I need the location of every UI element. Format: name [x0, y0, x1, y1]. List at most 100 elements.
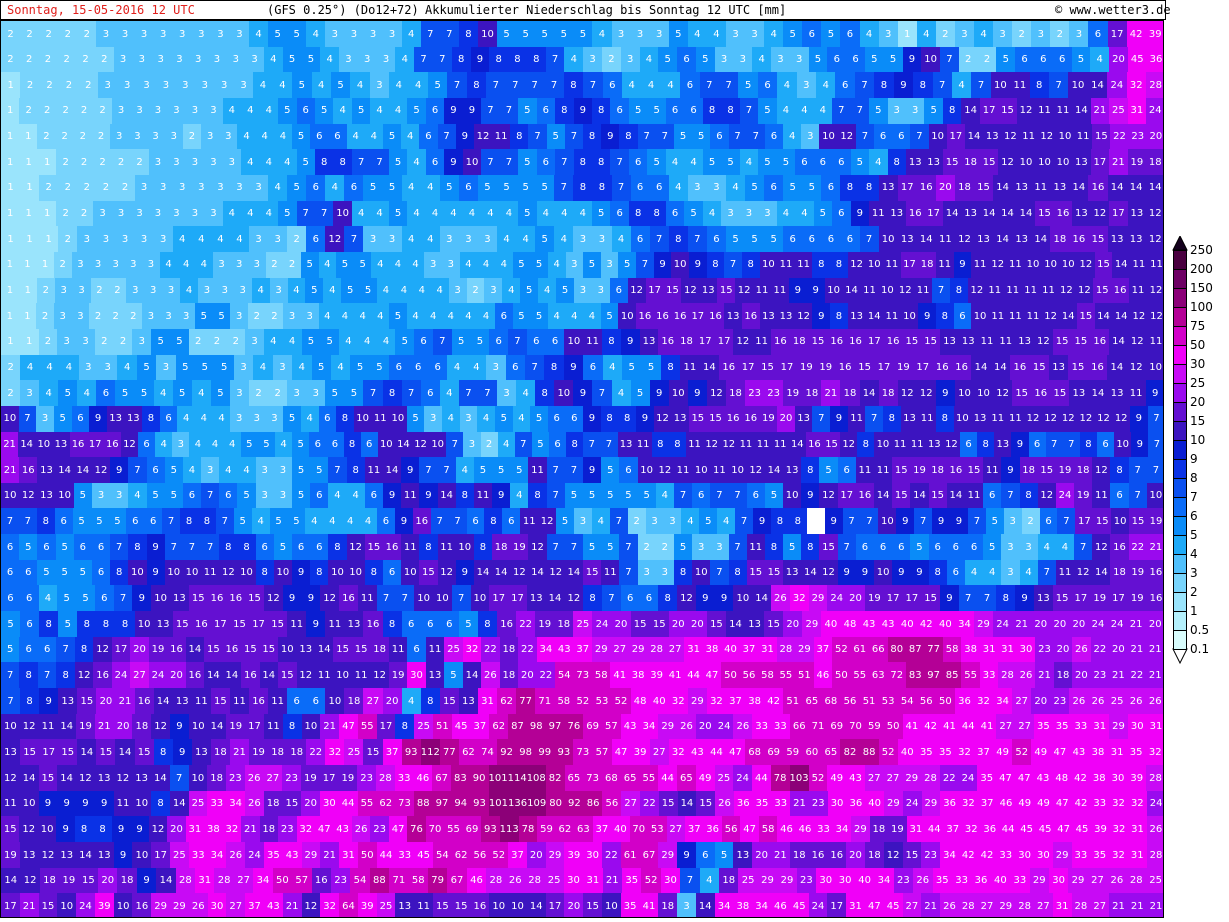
precip-value: 9: [1145, 380, 1163, 407]
precip-value: 51: [795, 662, 814, 689]
precip-value: 49: [1034, 790, 1053, 817]
precip-value: 32: [1127, 790, 1147, 817]
precip-value: 27: [610, 636, 629, 663]
precip-value: 7: [528, 123, 547, 150]
precip-value: 6: [840, 21, 860, 47]
precip-value: 69: [764, 739, 784, 766]
precip-value: 24: [148, 662, 168, 689]
precip-value: 18: [658, 893, 678, 917]
precip-value: 57: [292, 867, 312, 894]
precip-value: 11: [325, 611, 345, 638]
legend-max-arrow: [1172, 236, 1188, 251]
precip-value: 20: [687, 611, 707, 638]
precip-value: 1: [1, 277, 19, 304]
precip-value: 35: [620, 893, 640, 917]
precip-value: 6: [419, 123, 438, 150]
precip-value: 4: [951, 72, 972, 99]
precip-value: 3: [649, 21, 669, 47]
precip-value: 4: [459, 251, 478, 278]
precip-value: 8: [544, 354, 564, 381]
precip-value: 26: [1069, 688, 1089, 715]
precip-value: 2: [1050, 21, 1070, 47]
precip-value: 65: [677, 765, 696, 792]
precip-value: 5: [764, 226, 784, 253]
precip-value: 31: [583, 867, 603, 894]
precip-value: 9: [382, 482, 402, 509]
precip-value: 4: [282, 328, 302, 355]
precip-value: 15: [1050, 380, 1070, 407]
precip-value: 14: [76, 842, 95, 869]
precip-value: 14: [993, 226, 1013, 253]
precip-value: 4: [401, 226, 421, 253]
precip-value: 45: [1072, 816, 1092, 843]
precip-value: 9: [850, 200, 870, 227]
precip-value: 13: [745, 611, 765, 638]
precip-value: 1: [37, 200, 57, 227]
precip-value: 14: [910, 482, 929, 509]
precip-value: 23: [370, 816, 389, 843]
precip-value: 6: [610, 200, 629, 227]
precip-value: 22: [1090, 636, 1110, 663]
precip-value: 14: [526, 893, 546, 917]
precip-value: 18: [259, 816, 279, 843]
precip-value: 11: [1021, 277, 1040, 304]
precip-value: 20: [113, 713, 133, 740]
legend-swatch: [1173, 383, 1187, 403]
precip-value: 12: [93, 636, 112, 663]
precip-value: 4: [191, 380, 211, 407]
precip-value: 6: [565, 405, 584, 432]
precip-value: 8: [477, 611, 498, 638]
precip-value: 3: [382, 226, 402, 253]
precip-value: 45: [451, 713, 471, 740]
precip-value: 20: [1109, 46, 1128, 73]
precip-value: 6: [1033, 46, 1053, 73]
precip-value: 7: [958, 585, 978, 612]
precip-value: 33: [771, 790, 791, 817]
precip-value: 12: [988, 251, 1007, 278]
precip-value: 47: [388, 816, 408, 843]
precip-value: 97: [545, 713, 565, 740]
precip-value: 33: [1071, 713, 1091, 740]
precip-value: 39: [94, 893, 114, 917]
precip-value: 6: [609, 277, 628, 304]
precip-value: 3: [210, 21, 230, 47]
precip-value: 7: [739, 97, 759, 124]
precip-value: 24: [1146, 97, 1163, 124]
precip-value: 3: [53, 303, 72, 330]
precip-value: 35: [622, 867, 642, 894]
precip-value: 29: [802, 611, 822, 638]
precip-value: 14: [859, 380, 879, 407]
precip-value: 38: [733, 893, 753, 917]
precip-value: 10: [389, 405, 407, 432]
precip-value: 8: [455, 482, 474, 509]
precip-value: 27: [666, 816, 685, 843]
precip-value: 3: [424, 251, 443, 278]
precip-value: 7: [437, 457, 456, 484]
precip-value: 12: [720, 431, 738, 458]
precip-value: 6: [458, 174, 478, 201]
precip-value: 15: [1068, 354, 1088, 381]
precip-value: 18: [864, 842, 884, 869]
precip-value: 37: [508, 842, 527, 869]
precip-value: 16: [883, 328, 903, 355]
precip-value: 5: [864, 46, 884, 73]
precip-value: 3: [692, 534, 711, 561]
precip-value: 16: [241, 662, 260, 689]
grid-row: 1 1 1 2 2 2 2 2 3 3 3 3 3 4 4 4 5 8 8 7 7 5 4 6 9 10 7 7 5 6 7 8 8 7 6 5 4 4 5…: [1, 149, 1163, 176]
precip-value: 37: [739, 636, 759, 663]
precip-value: 12: [1130, 303, 1148, 330]
precip-value: 22: [516, 611, 536, 638]
precip-value: 33: [979, 662, 999, 689]
precip-value: 13: [1072, 149, 1091, 176]
precip-value: 4: [328, 482, 347, 509]
precip-value: 43: [333, 816, 352, 843]
precip-value: 13: [783, 457, 802, 484]
precip-value: 11: [971, 251, 989, 278]
precip-value: 10: [37, 816, 57, 843]
precip-value: 47: [1050, 739, 1070, 766]
precip-value: 53: [648, 816, 667, 843]
precip-value: 3: [255, 482, 274, 509]
precip-value: 18: [789, 328, 809, 355]
precip-value: 4: [425, 200, 445, 227]
precip-value: 3: [249, 226, 269, 253]
